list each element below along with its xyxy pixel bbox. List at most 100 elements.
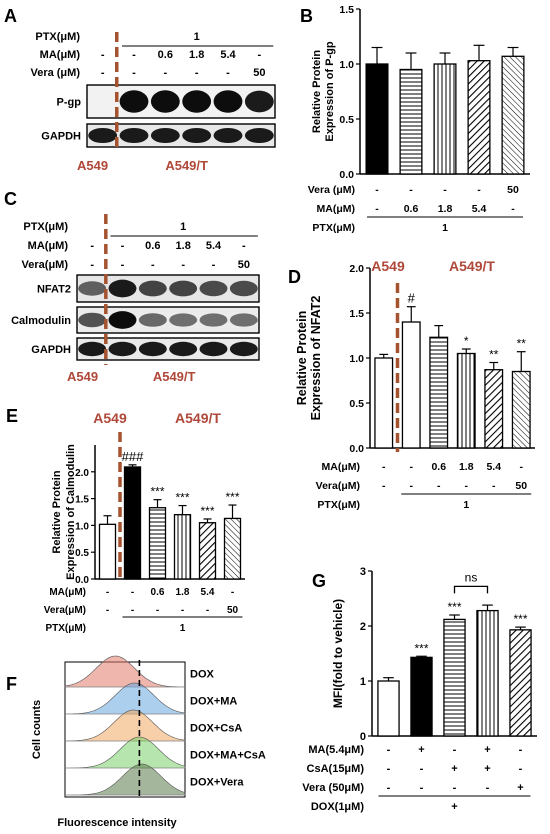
histogram-curve	[65, 763, 186, 796]
table-row-label: Vera(μM)	[44, 605, 86, 616]
y-tick-label: 3	[360, 566, 366, 578]
treatment-label: PTX(μM)	[35, 31, 80, 43]
table-row-label: MA(5.4μM)	[308, 744, 364, 756]
histogram-curve	[64, 655, 186, 688]
blot-band	[78, 312, 107, 328]
blot-band	[213, 127, 243, 144]
blot-band	[199, 341, 228, 357]
table-cell: 0.6	[431, 461, 446, 473]
bar	[501, 55, 525, 175]
table-cell: 1.8	[176, 587, 190, 598]
blot-band	[108, 341, 137, 357]
ns-label: ns	[465, 570, 478, 584]
treatment-value: 0.6	[158, 49, 173, 61]
table-span-value: +	[451, 801, 457, 813]
blot-band	[78, 281, 107, 296]
bar	[476, 609, 499, 737]
bar	[401, 321, 421, 449]
significance-label: **	[489, 348, 499, 362]
table-span-value: 1	[463, 499, 469, 511]
table-row-label: DOX(1μM)	[311, 801, 365, 813]
histogram-legend-label: DOX+Vera	[190, 777, 244, 789]
y-tick-label: 0.0	[339, 169, 354, 181]
table-cell: 50	[227, 605, 239, 616]
bar	[123, 466, 142, 580]
panel-g-bar-chart: 0 1 2 3 MFI(fold to vehicle) *** *** *** MA(5.4μ…	[302, 566, 537, 813]
blot-band	[199, 280, 228, 297]
blot-band	[119, 127, 149, 144]
ns-bracket	[453, 585, 489, 594]
y-tick-label: 0.5	[349, 398, 364, 410]
table-cell: -	[382, 461, 386, 473]
bar	[223, 517, 242, 580]
table-cell: -	[453, 744, 457, 756]
y-axis-label: Relative Protein	[51, 470, 63, 553]
cell-label-a549: A549	[77, 158, 108, 173]
table-cell: 50	[507, 184, 519, 196]
histogram-legend-label: DOX+CsA	[190, 723, 242, 735]
treatment-value: -	[90, 259, 94, 271]
blot-band	[150, 90, 180, 113]
table-cell: -	[520, 461, 524, 473]
blot-band	[119, 90, 149, 113]
panel-label-e: E	[6, 406, 18, 426]
table-cell: 0.6	[404, 203, 419, 215]
cell-label-a549t: A549/T	[449, 258, 495, 274]
panel-label-c: C	[4, 189, 17, 209]
table-cell: 50	[515, 480, 527, 492]
table-cell: -	[410, 480, 414, 492]
table-cell: -	[206, 605, 209, 616]
panel-a-western-blot: PTX(μM) 1 MA(μM) - - 0.6 1.8 5.4 - Vera (μM) - - - - -…	[30, 31, 276, 173]
table-row-label: MA(μM)	[317, 203, 356, 215]
panel-f-flow-histogram: Cell counts Fluorescence intensity DOX DOX+…	[31, 655, 266, 829]
table-row-label: PTX(μM)	[45, 623, 86, 634]
y-tick-label: 1.5	[349, 308, 364, 320]
blot-band	[138, 313, 167, 327]
table-cell: -	[420, 763, 424, 775]
blot-band	[78, 341, 107, 357]
bar	[443, 618, 466, 737]
treatment-value: -	[257, 49, 261, 61]
treatment-value: 0.6	[145, 240, 160, 252]
table-cell: -	[511, 203, 515, 215]
y-tick-label: 1.0	[75, 521, 89, 532]
x-axis-label: Fluorescence intensity	[57, 817, 177, 829]
treatment-label: MA(μM)	[28, 240, 69, 252]
table-cell: -	[492, 480, 496, 492]
treatment-value: 5.4	[206, 240, 222, 252]
bar	[410, 656, 433, 737]
table-cell: -	[387, 782, 391, 794]
table-cell: -	[409, 184, 413, 196]
y-tick-label: 1.5	[75, 495, 89, 506]
treatment-value: 1.8	[189, 49, 204, 61]
table-cell: -	[181, 605, 184, 616]
blot-band	[108, 311, 137, 329]
treatment-value: -	[101, 67, 105, 79]
cell-label-a549t: A549/T	[153, 369, 196, 384]
treatment-span-value: 1	[180, 221, 186, 233]
table-cell: -	[382, 480, 386, 492]
bar	[365, 63, 389, 175]
table-row-label: PTX(μM)	[317, 499, 360, 511]
table-cell: -	[375, 184, 379, 196]
histogram-curve	[65, 736, 186, 769]
table-row-label: CsA(15μM)	[307, 763, 365, 775]
y-tick-label: 1.0	[349, 353, 364, 365]
bar	[467, 60, 491, 175]
significance-label: ***	[150, 485, 164, 499]
table-cell: -	[375, 203, 379, 215]
cell-label-a549t: A549/T	[175, 410, 221, 426]
significance-label: ###	[122, 449, 144, 464]
panel-e-bar-chart: 0.0 0.5 1.0 1.5 2.0 Relative Protein Expressio…	[44, 410, 245, 634]
panel-label-d: D	[288, 267, 301, 287]
significance-label: *	[464, 334, 469, 348]
blot-band	[199, 313, 228, 327]
blot-band	[229, 280, 258, 297]
cell-label-a549t: A549/T	[165, 158, 208, 173]
y-tick-label: 0.0	[75, 575, 89, 586]
table-cell: -	[231, 587, 234, 598]
table-cell: -	[156, 605, 159, 616]
table-row-label: MA(μM)	[322, 461, 361, 473]
bar	[511, 370, 531, 449]
bar	[173, 514, 192, 580]
